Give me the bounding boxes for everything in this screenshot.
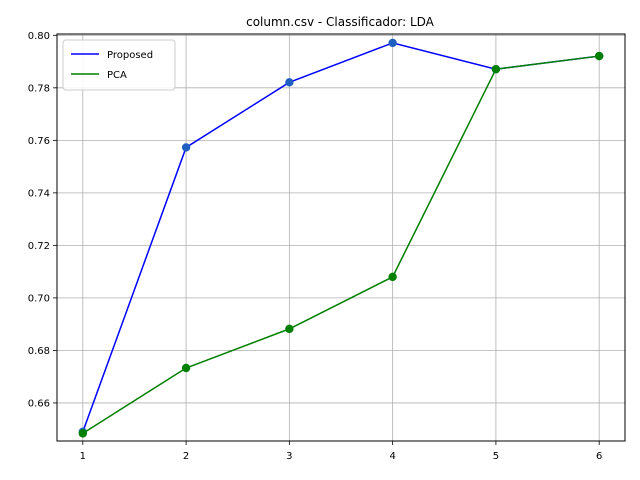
y-tick-label: 0.78 <box>28 83 50 94</box>
y-tick-label: 0.74 <box>28 188 50 199</box>
y-tick-label: 0.68 <box>28 346 50 357</box>
data-point-pca <box>594 51 604 61</box>
data-point-pca <box>285 324 294 334</box>
data-point-proposed <box>285 78 294 87</box>
x-tick-label: 4 <box>389 451 395 462</box>
legend-label-proposed: Proposed <box>107 50 153 61</box>
x-axis: 1 2 3 4 5 6 <box>80 441 602 462</box>
grid <box>57 34 625 441</box>
data-point-pca <box>78 429 88 438</box>
legend: Proposed PCA <box>62 39 176 91</box>
y-tick-label: 0.72 <box>28 241 50 252</box>
legend-box <box>62 39 176 91</box>
y-axis: 0.66 0.68 0.70 0.72 0.74 0.76 0.78 0.80 <box>28 31 57 409</box>
x-tick-label: 3 <box>286 451 292 462</box>
data-point-pca <box>181 363 191 373</box>
legend-label-pca: PCA <box>107 70 127 81</box>
plot-frame <box>56 33 626 442</box>
y-tick-label: 0.76 <box>28 136 50 147</box>
data-point-pca <box>491 64 501 74</box>
series-layer <box>78 38 604 438</box>
x-tick-label: 2 <box>183 451 189 462</box>
series-line-pca <box>82 55 600 435</box>
x-tick-label: 5 <box>493 451 499 462</box>
series-pca <box>78 51 604 438</box>
y-tick-label: 0.80 <box>28 31 50 42</box>
data-point-pca <box>388 272 397 282</box>
chart-title: column.csv - Classificador: LDA <box>246 15 435 29</box>
x-tick-label: 6 <box>596 451 602 462</box>
x-tick-label: 1 <box>80 451 86 462</box>
data-point-proposed <box>388 38 397 48</box>
y-tick-label: 0.70 <box>28 293 50 304</box>
data-point-proposed <box>181 143 191 152</box>
y-tick-label: 0.66 <box>28 398 50 409</box>
